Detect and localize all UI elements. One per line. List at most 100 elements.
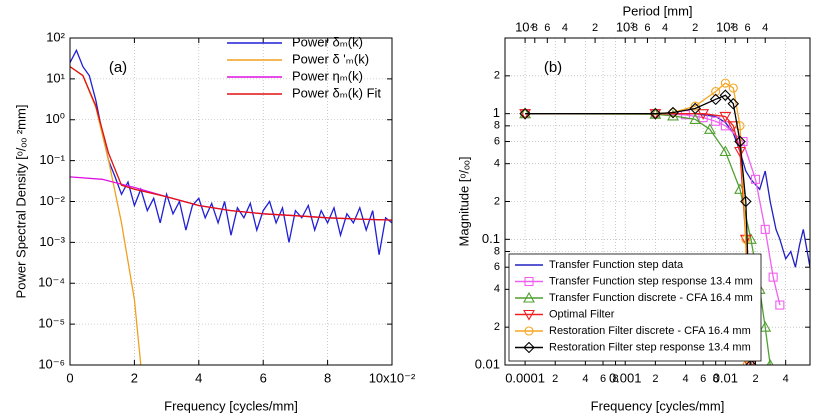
- series-line: [70, 66, 142, 365]
- y-tick-label: 2: [494, 321, 500, 333]
- legend-label: Optimal Filter: [549, 308, 615, 320]
- series-line: [70, 66, 392, 221]
- marker: [768, 272, 778, 282]
- marker: [689, 113, 702, 124]
- x-tick-label: 8: [612, 373, 618, 385]
- marker: [711, 86, 721, 97]
- legend-label: Transfer Function step response 13.4 mm: [549, 275, 753, 287]
- x2-tick-label: 6: [644, 22, 650, 34]
- marker: [667, 106, 679, 119]
- x-tick-label: 2: [752, 373, 758, 385]
- y-tick-label: 2: [494, 195, 500, 207]
- x-axis-label: Frequency [cycles/mm]: [591, 398, 725, 413]
- x-tick-label: 6: [700, 373, 706, 385]
- x-axis-label: Frequency [cycles/mm]: [164, 398, 298, 413]
- series-line: [525, 94, 752, 365]
- marker: [760, 224, 770, 234]
- legend-label: Restoration Filter step response 13.4 mm: [549, 341, 751, 353]
- y-tick-label: 10⁻⁴: [38, 275, 65, 290]
- marker: [711, 116, 721, 126]
- plot-area: [70, 48, 392, 365]
- legend-marker: [523, 309, 535, 321]
- marker: [734, 135, 746, 148]
- marker: [740, 195, 752, 208]
- marker: [738, 136, 748, 147]
- legend-label: Transfer Function step data: [549, 259, 684, 271]
- legend-label: Power δ 'ₘ(k): [292, 51, 369, 66]
- x-tick-label: 0: [66, 370, 73, 385]
- x-tick-label: 0.01: [713, 370, 738, 385]
- x-tick-label: 6: [600, 373, 606, 385]
- y-tick-label: 2: [494, 70, 500, 82]
- x2-axis-label: Period [mm]: [622, 3, 692, 18]
- x-tick-label: 4: [682, 373, 688, 385]
- marker: [741, 234, 751, 244]
- marker: [719, 111, 732, 123]
- legend-label: Power δₘ(k) Fit: [292, 85, 381, 100]
- marker: [728, 83, 738, 93]
- x2-tick-label: 10²: [716, 19, 735, 34]
- x2-tick-label: 4: [762, 22, 768, 34]
- legend-marker: [524, 326, 534, 336]
- x-tick-label: 6: [260, 370, 267, 385]
- x-tick-label: 0.0001: [505, 370, 545, 385]
- marker: [735, 121, 745, 131]
- x2-tick-label: 8: [532, 22, 538, 34]
- y-tick-label: 4: [494, 158, 500, 170]
- series-line: [70, 48, 392, 255]
- legend-label: Restoration Filter discrete - CFA 16.4 m…: [549, 325, 751, 337]
- y-axis-label: Magnitude [ᵒ/ₒₒ]: [456, 157, 471, 247]
- x2-tick-label: 10⁴: [515, 19, 535, 34]
- annotation: (a): [109, 59, 127, 76]
- y-tick-label: 10⁻⁶: [38, 356, 65, 371]
- marker: [759, 321, 772, 332]
- y-tick-label: 10⁻¹: [39, 152, 65, 167]
- y-tick-label: 10⁰: [45, 111, 65, 126]
- y-tick-label: 10⁻³: [39, 234, 65, 249]
- x2-tick-label: 2: [692, 22, 698, 34]
- y-tick-label: 1: [493, 105, 500, 120]
- y-tick-label: 10⁻⁵: [38, 316, 65, 331]
- legend-label: Power ηₘ(k): [292, 68, 363, 83]
- x-tick-label: 0.001: [609, 370, 642, 385]
- y-tick-label: 10²: [46, 29, 65, 44]
- legend-box: [508, 253, 762, 362]
- x-tick-label: 8: [324, 370, 331, 385]
- y-axis-label: Power Spectral Density [ᵒ/ₒₒ ²mm]: [13, 105, 28, 299]
- y-tick-label: 4: [494, 283, 500, 295]
- legend-marker: [523, 291, 535, 303]
- frame: [504, 37, 811, 366]
- marker: [720, 78, 730, 88]
- x-tick-label: 4: [783, 373, 789, 385]
- legend-label: Transfer Function discrete - CFA 16.4 mm: [549, 292, 753, 304]
- legend-marker: [524, 276, 534, 287]
- x-tick-label: 4: [582, 373, 588, 385]
- x2-tick-label: 8: [632, 22, 638, 34]
- x2-tick-label: 8: [732, 22, 738, 34]
- marker: [745, 359, 757, 365]
- marker: [727, 97, 740, 110]
- marker: [719, 89, 732, 102]
- x-tick-label: 10x10⁻²: [369, 370, 416, 385]
- series-line: [70, 176, 392, 221]
- y-tick-label: 8: [494, 120, 500, 132]
- frame: [69, 37, 393, 366]
- marker: [519, 107, 531, 120]
- marker: [689, 102, 702, 115]
- y-tick-label: 6: [494, 135, 500, 147]
- x2-tick-label: 4: [562, 22, 568, 34]
- y-tick-label: 8: [494, 245, 500, 257]
- x-tick-label: 8: [713, 373, 719, 385]
- x-tick-label: 4: [195, 370, 202, 385]
- x2-tick-label: 10³: [616, 19, 635, 34]
- x2-tick-label: 6: [745, 22, 751, 34]
- y-tick-label: 10⁻²: [39, 193, 65, 208]
- x-tick-label: 2: [652, 373, 658, 385]
- x-tick-label: 2: [552, 373, 558, 385]
- x2-tick-label: 2: [592, 22, 598, 34]
- marker: [649, 107, 662, 120]
- y-tick-label: 6: [494, 261, 500, 273]
- x2-tick-label: 4: [662, 22, 668, 34]
- marker: [697, 109, 710, 120]
